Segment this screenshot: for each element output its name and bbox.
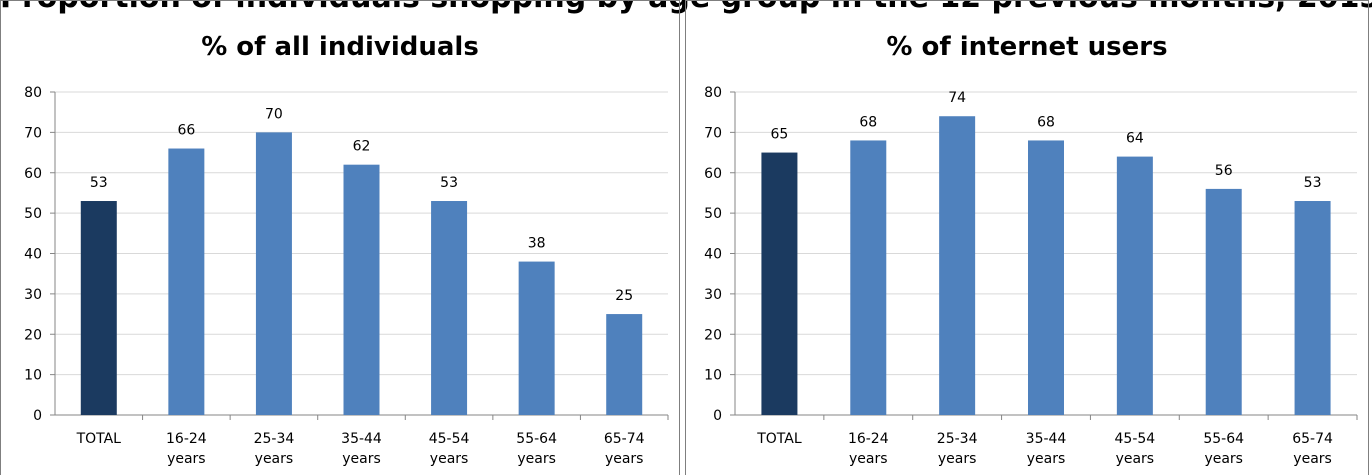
x-tick-label: years [849,451,888,467]
x-tick-label: years [430,451,469,467]
bar [80,201,117,415]
data-label: 68 [859,114,877,130]
bar [343,164,380,415]
data-label: 74 [948,90,966,106]
y-tick-label: 60 [704,166,722,182]
y-tick-label: 40 [24,247,42,263]
bar [761,152,798,415]
bar [431,201,468,415]
bar [1205,188,1242,415]
bar [850,140,887,415]
y-tick-label: 80 [704,85,722,101]
y-tick-label: 40 [704,247,722,263]
data-label: 38 [528,236,546,252]
x-tick-label: years [1204,451,1243,467]
data-label: 65 [771,127,789,143]
y-tick-label: 0 [713,408,722,424]
x-tick-label: 55-64 [1203,431,1244,447]
y-tick-label: 60 [24,166,42,182]
x-tick-label: years [517,451,556,467]
bar [1294,201,1331,415]
x-tick-label: 45-54 [429,431,470,447]
y-tick-label: 20 [704,327,722,343]
data-label: 53 [1304,175,1322,191]
x-tick-label: 25-34 [937,431,978,447]
y-tick-label: 30 [704,287,722,303]
data-label: 53 [440,175,458,191]
y-tick-label: 10 [704,368,722,384]
x-tick-label: TOTAL [76,431,122,447]
bar [1028,140,1064,415]
x-tick-label: TOTAL [756,431,802,447]
data-label: 66 [177,123,195,139]
x-tick-label: 16-24 [848,431,889,447]
x-tick-label: 35-44 [341,431,382,447]
bar [518,261,555,415]
y-tick-label: 20 [24,327,42,343]
panel-border [0,0,680,475]
chart-panel-internet-users: % of internet users 0 10 20 30 40 50 60 70 80 65 TO… [685,0,1369,475]
x-tick-label: 65-74 [1292,431,1333,447]
y-tick-label: 10 [24,368,42,384]
y-tick-label: 50 [704,206,722,222]
x-tick-label: 55-64 [516,431,557,447]
x-tick-label: years [342,451,381,467]
panel-border [685,0,1369,475]
bar [1116,156,1153,415]
bar [168,148,205,415]
data-label: 53 [90,175,108,191]
y-tick-label: 0 [33,408,42,424]
x-tick-label: years [1027,451,1066,467]
data-label: 25 [615,288,633,304]
y-tick-label: 70 [704,125,722,141]
data-label: 70 [265,106,283,122]
x-tick-label: years [1116,451,1155,467]
x-tick-label: 16-24 [166,431,207,447]
x-tick-label: 65-74 [604,431,645,447]
chart-panel-all-individuals: % of all individuals 0 10 20 30 40 50 60 70 80 53 T… [0,0,680,475]
x-tick-label: years [605,451,644,467]
x-tick-label: 25-34 [254,431,295,447]
x-tick-label: years [1293,451,1332,467]
data-label: 64 [1126,131,1144,147]
y-tick-label: 50 [24,206,42,222]
data-label: 68 [1037,114,1055,130]
panel-title: % of all individuals [201,32,479,62]
y-tick-label: 80 [24,85,42,101]
y-tick-label: 70 [24,125,42,141]
x-tick-label: years [167,451,206,467]
x-tick-label: years [938,451,977,467]
panel-title: % of internet users [886,32,1167,62]
data-label: 56 [1215,163,1233,179]
x-tick-label: 35-44 [1026,431,1067,447]
data-label: 62 [353,139,371,155]
x-tick-label: years [255,451,294,467]
y-tick-label: 30 [24,287,42,303]
bar [255,132,292,415]
x-tick-label: 45-54 [1115,431,1156,447]
bar [939,116,976,415]
bar [606,314,643,415]
